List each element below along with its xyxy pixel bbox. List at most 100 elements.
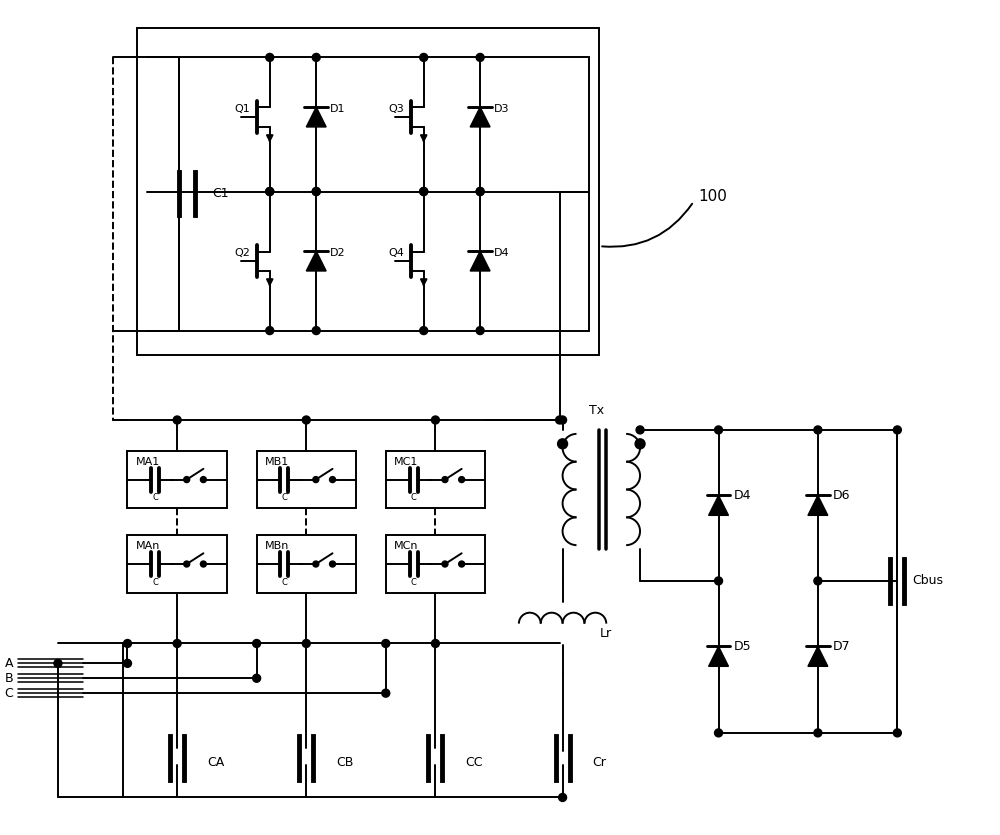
Circle shape — [476, 53, 484, 62]
Circle shape — [559, 416, 567, 424]
Text: CB: CB — [336, 757, 353, 769]
Bar — [257, 451, 356, 509]
Circle shape — [302, 640, 310, 647]
Text: A: A — [5, 657, 13, 670]
Circle shape — [173, 416, 181, 424]
Circle shape — [330, 561, 336, 567]
Circle shape — [184, 561, 190, 567]
Circle shape — [893, 426, 901, 434]
Text: C: C — [152, 578, 158, 587]
Circle shape — [420, 326, 428, 335]
Text: Q2: Q2 — [235, 248, 251, 258]
Circle shape — [459, 561, 465, 567]
Circle shape — [266, 188, 274, 195]
Circle shape — [476, 188, 484, 195]
Circle shape — [382, 640, 390, 647]
Circle shape — [814, 577, 822, 584]
Polygon shape — [808, 646, 828, 666]
Text: CA: CA — [207, 757, 224, 769]
Circle shape — [635, 439, 645, 448]
Circle shape — [312, 326, 320, 335]
Text: D1: D1 — [330, 104, 346, 114]
Polygon shape — [306, 251, 326, 271]
Text: C: C — [5, 686, 13, 700]
Circle shape — [124, 660, 131, 667]
Text: CC: CC — [465, 757, 483, 769]
Circle shape — [559, 793, 567, 802]
Text: C: C — [282, 493, 287, 503]
Circle shape — [459, 477, 465, 483]
Text: Q3: Q3 — [389, 104, 404, 114]
Bar — [127, 451, 227, 509]
Polygon shape — [470, 107, 490, 127]
Text: C: C — [152, 493, 158, 503]
Circle shape — [431, 640, 439, 647]
Bar — [386, 451, 485, 509]
Text: MBn: MBn — [265, 541, 289, 551]
Circle shape — [715, 426, 723, 434]
Text: Tx: Tx — [589, 403, 605, 417]
Circle shape — [253, 640, 261, 647]
Polygon shape — [306, 107, 326, 127]
Circle shape — [715, 577, 723, 584]
Circle shape — [302, 416, 310, 424]
Circle shape — [173, 640, 181, 647]
Circle shape — [476, 326, 484, 335]
Text: MCn: MCn — [394, 541, 418, 551]
Circle shape — [184, 477, 190, 483]
Circle shape — [431, 416, 439, 424]
Circle shape — [266, 326, 274, 335]
Circle shape — [313, 477, 319, 483]
Polygon shape — [470, 251, 490, 271]
Text: Lr: Lr — [599, 627, 611, 640]
Text: D6: D6 — [833, 489, 850, 502]
Text: D2: D2 — [330, 248, 346, 258]
Circle shape — [814, 426, 822, 434]
Text: D7: D7 — [833, 640, 850, 653]
Bar — [127, 535, 227, 593]
Text: MB1: MB1 — [265, 457, 289, 467]
Circle shape — [312, 188, 320, 195]
Bar — [137, 28, 599, 356]
Bar — [257, 535, 356, 593]
Circle shape — [476, 188, 484, 195]
Text: D5: D5 — [733, 640, 751, 653]
Circle shape — [382, 689, 390, 697]
Circle shape — [313, 561, 319, 567]
Text: D4: D4 — [494, 248, 510, 258]
Text: D4: D4 — [733, 489, 751, 502]
Text: Q1: Q1 — [235, 104, 251, 114]
Circle shape — [312, 188, 320, 195]
Circle shape — [814, 729, 822, 736]
Text: B: B — [5, 671, 13, 685]
Circle shape — [893, 729, 901, 736]
Polygon shape — [709, 495, 728, 515]
Text: C: C — [411, 493, 417, 503]
Text: C: C — [282, 578, 287, 587]
Text: Cr: Cr — [592, 757, 606, 769]
Circle shape — [330, 477, 336, 483]
Circle shape — [200, 561, 206, 567]
Polygon shape — [709, 646, 728, 666]
Circle shape — [54, 660, 62, 667]
Circle shape — [442, 561, 448, 567]
Circle shape — [420, 188, 428, 195]
Circle shape — [558, 439, 568, 448]
Circle shape — [124, 640, 131, 647]
Text: C1: C1 — [212, 187, 229, 200]
Polygon shape — [808, 495, 828, 515]
Text: MA1: MA1 — [135, 457, 160, 467]
Text: D3: D3 — [494, 104, 510, 114]
Circle shape — [420, 53, 428, 62]
Text: Cbus: Cbus — [912, 574, 943, 587]
Text: 100: 100 — [699, 189, 728, 204]
Circle shape — [253, 675, 261, 682]
Circle shape — [636, 426, 644, 434]
Text: C: C — [411, 578, 417, 587]
Circle shape — [266, 53, 274, 62]
Circle shape — [556, 416, 564, 424]
Circle shape — [442, 477, 448, 483]
Text: MC1: MC1 — [394, 457, 418, 467]
Bar — [386, 535, 485, 593]
FancyArrowPatch shape — [602, 204, 692, 247]
